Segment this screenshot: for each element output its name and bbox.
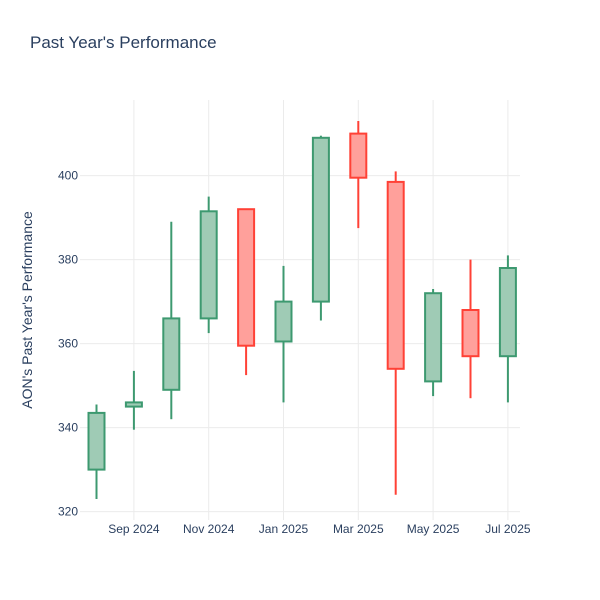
x-tick-label: Nov 2024 (183, 522, 235, 536)
x-tick-label: May 2025 (407, 522, 460, 536)
candle-body (162, 317, 181, 391)
candle-aug-2024 (87, 404, 106, 499)
candle-body (498, 267, 517, 358)
chart-title: Past Year's Performance (30, 33, 217, 52)
candle-feb-2025 (311, 135, 330, 321)
candles (87, 121, 517, 499)
y-tick-label: 320 (58, 505, 78, 519)
candle-nov-2024 (199, 196, 218, 334)
candle-body (349, 132, 368, 179)
candle-body (386, 180, 405, 370)
candle-jul-2025 (498, 255, 517, 403)
candle-dec-2024 (237, 208, 256, 376)
candle-sep-2024 (124, 370, 143, 430)
candle-body (199, 210, 218, 320)
candle-body (237, 208, 256, 347)
candle-body (274, 300, 293, 343)
x-tick-labels: Sep 2024 Nov 2024 Jan 2025 Mar 2025 May 2025… (108, 522, 531, 536)
candle-jan-2025 (274, 265, 293, 403)
x-tick-label: Jul 2025 (485, 522, 531, 536)
y-tick-label: 340 (58, 421, 78, 435)
candle-body (311, 136, 330, 303)
candle-body (87, 411, 106, 471)
x-tick-label: Mar 2025 (333, 522, 384, 536)
y-tick-label: 380 (58, 253, 78, 267)
y-tick-label: 360 (58, 337, 78, 351)
y-tick-label: 400 (58, 169, 78, 183)
candle-body (461, 309, 480, 358)
candle-mar-2025 (349, 121, 368, 229)
x-tick-label: Jan 2025 (259, 522, 309, 536)
candle-apr-2025 (386, 171, 405, 495)
candle-jun-2025 (461, 259, 480, 399)
candle-oct-2024 (162, 221, 181, 420)
y-axis-title: AON's Past Year's Performance (19, 211, 35, 409)
y-tick-labels: 320 340 360 380 400 (58, 169, 78, 519)
candle-body (124, 401, 143, 408)
candle-may-2025 (424, 289, 443, 397)
x-tick-label: Sep 2024 (108, 522, 160, 536)
candle-body (424, 292, 443, 383)
gridlines (80, 100, 520, 520)
